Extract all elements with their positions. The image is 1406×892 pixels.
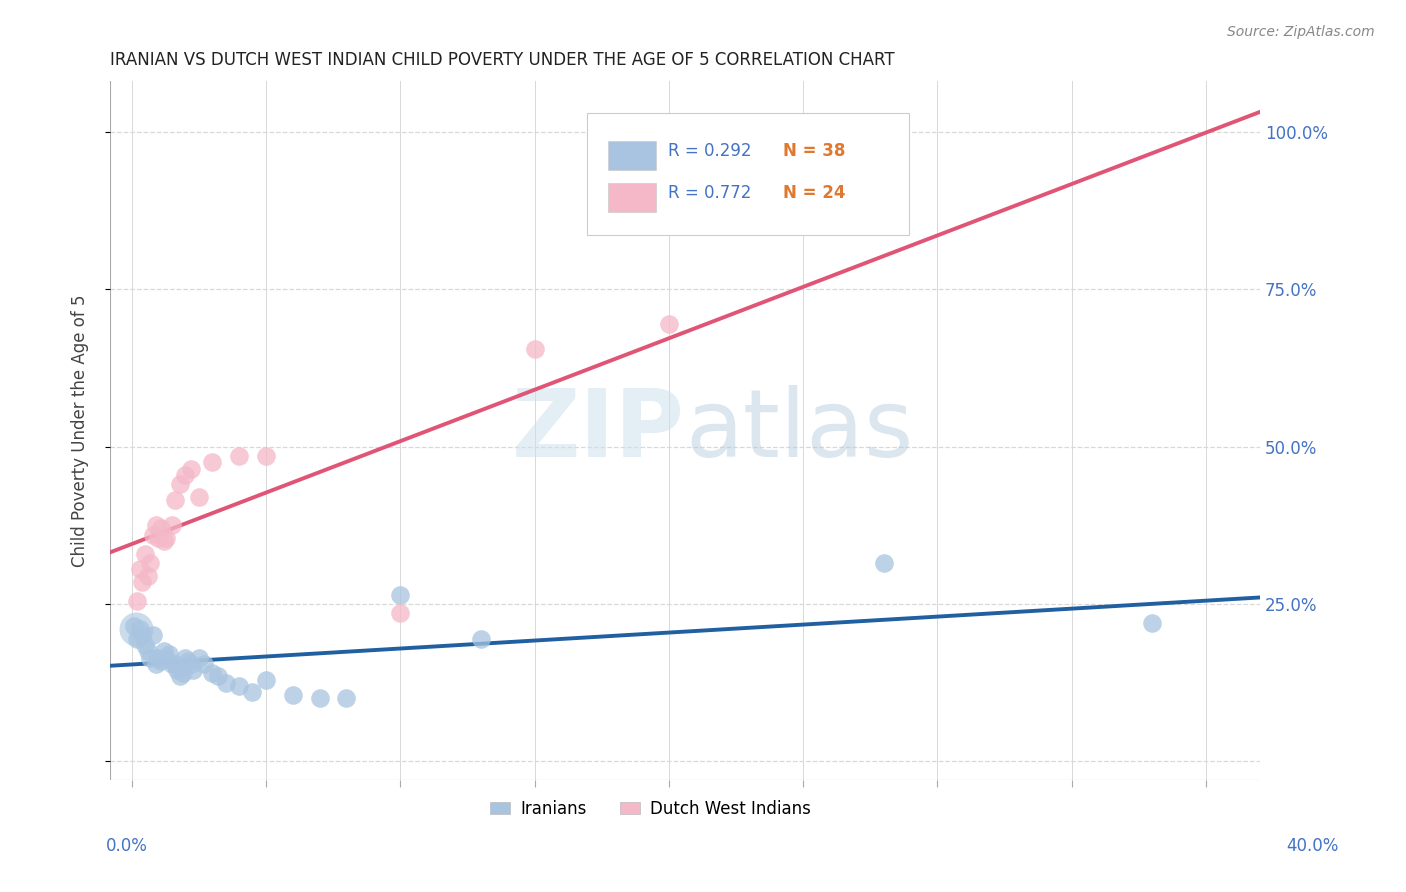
Point [281,688,304,702]
FancyBboxPatch shape [607,183,657,212]
Point [172,666,194,681]
Point [180,657,202,671]
Point [177,654,200,668]
Point [131,574,153,589]
Point [228,679,250,693]
Point [1142,615,1164,630]
Point [242,685,264,699]
FancyBboxPatch shape [588,112,910,235]
Text: R = 0.772: R = 0.772 [668,184,751,202]
Point [148,531,170,545]
Point [124,622,146,636]
Text: R = 0.292: R = 0.292 [668,142,751,161]
Text: Source: ZipAtlas.com: Source: ZipAtlas.com [1227,25,1375,39]
Point [201,455,224,469]
Point [139,650,162,665]
Point [254,449,277,463]
Point [169,669,191,683]
FancyBboxPatch shape [607,141,657,170]
Point [228,449,250,463]
Point [180,461,202,475]
Point [193,657,215,671]
Legend: Iranians, Dutch West Indians: Iranians, Dutch West Indians [484,793,817,824]
Point [523,342,546,356]
Point [335,691,357,706]
Point [122,619,145,633]
Point [174,467,197,482]
Point [148,650,170,665]
Point [139,556,162,570]
Point [308,691,330,706]
Point [207,669,229,683]
Point [389,588,412,602]
Point [125,632,148,646]
Point [134,547,156,561]
Point [128,622,150,636]
Y-axis label: Child Poverty Under the Age of 5: Child Poverty Under the Age of 5 [72,294,89,567]
Point [160,518,183,533]
Text: atlas: atlas [685,384,914,477]
Point [145,518,167,533]
Text: 0.0%: 0.0% [105,837,148,855]
Point [155,650,177,665]
Point [169,477,191,491]
Point [160,657,183,671]
Point [150,521,173,535]
Point [163,657,186,671]
Point [163,493,186,508]
Text: ZIP: ZIP [512,384,685,477]
Point [658,317,681,331]
Point [470,632,492,646]
Point [187,650,209,665]
Text: N = 24: N = 24 [783,184,845,202]
Point [157,648,180,662]
Point [145,657,167,671]
Text: IRANIAN VS DUTCH WEST INDIAN CHILD POVERTY UNDER THE AGE OF 5 CORRELATION CHART: IRANIAN VS DUTCH WEST INDIAN CHILD POVER… [110,51,894,69]
Point [136,568,159,582]
Point [134,638,156,652]
Point [389,607,412,621]
Text: 40.0%: 40.0% [1286,837,1339,855]
Point [142,527,165,541]
Point [174,650,197,665]
Point [183,663,205,677]
Point [873,556,896,570]
Text: N = 38: N = 38 [783,142,845,161]
Point [155,531,177,545]
Point [150,654,173,668]
Point [153,534,176,549]
Point [254,673,277,687]
Point [187,490,209,504]
Point [142,628,165,642]
Point [201,666,224,681]
Point [166,663,188,677]
Point [214,675,236,690]
Point [128,562,150,576]
Point [136,644,159,658]
Point [153,644,176,658]
Point [131,628,153,642]
Point [125,594,148,608]
